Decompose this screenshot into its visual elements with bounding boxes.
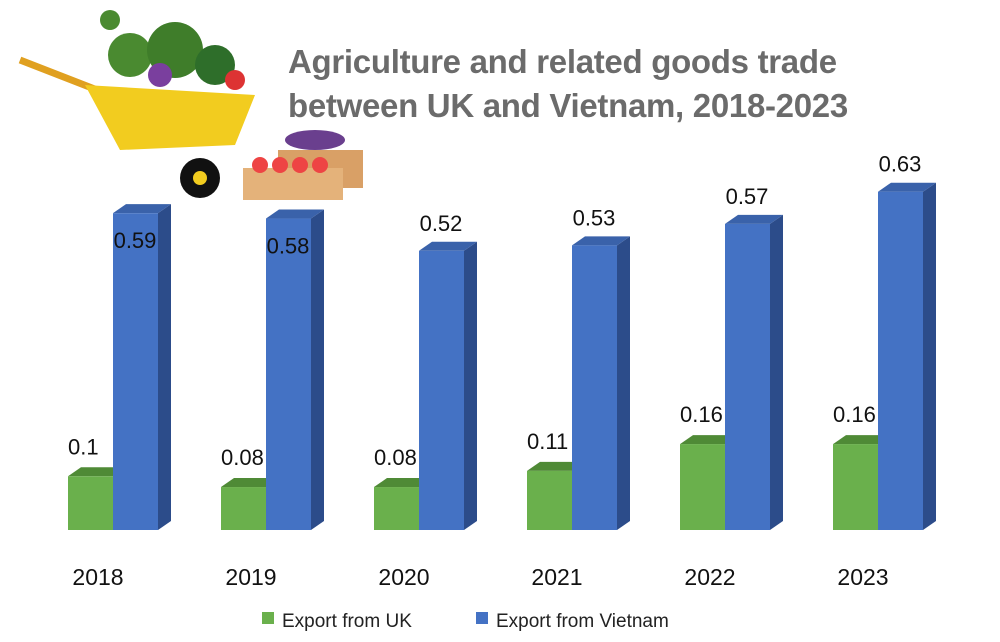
- data-label: 0.53: [573, 205, 616, 230]
- bar-top: [221, 478, 279, 488]
- legend-label-vietnam: Export from Vietnam: [496, 611, 669, 632]
- title-line-1: Agriculture and related goods trade: [288, 43, 837, 80]
- bar-top: [572, 236, 630, 246]
- bar-top: [374, 478, 432, 488]
- bar-top: [419, 241, 477, 251]
- data-label: 0.16: [680, 402, 723, 427]
- bar-uk-2018: [68, 476, 113, 530]
- data-label: 0.58: [267, 234, 310, 259]
- bar-side: [311, 209, 324, 531]
- bar-vietnam-2019: [266, 218, 311, 531]
- data-label: 0.57: [726, 184, 769, 209]
- bar-side: [158, 204, 171, 531]
- data-label: 0.52: [420, 211, 463, 236]
- legend: Export from UK Export from Vietnam: [262, 611, 669, 632]
- x-tick-label: 2021: [531, 564, 582, 590]
- bar-uk-2020: [374, 487, 419, 530]
- bar-top: [266, 209, 324, 219]
- bar-top: [68, 467, 126, 477]
- legend-label-uk: Export from UK: [282, 611, 412, 632]
- bar-top: [878, 182, 936, 192]
- bar-top: [680, 435, 738, 445]
- data-label: 0.11: [527, 429, 568, 454]
- bar-vietnam-2020: [419, 250, 464, 530]
- bar-side: [770, 214, 783, 530]
- wheelbarrow-illustration: [18, 10, 255, 198]
- bar-side: [923, 182, 936, 530]
- x-tick-label: 2023: [837, 564, 888, 590]
- x-tick-label: 2022: [684, 564, 735, 590]
- x-tick-label: 2018: [72, 564, 123, 590]
- bar-top: [527, 461, 585, 471]
- title-line-2: between UK and Vietnam, 2018-2023: [288, 87, 848, 124]
- legend-swatch-uk: [262, 612, 274, 624]
- x-tick-label: 2019: [225, 564, 276, 590]
- x-tick-label: 2020: [378, 564, 429, 590]
- bar-top: [725, 214, 783, 224]
- bar-uk-2021: [527, 470, 572, 530]
- bar-top: [833, 435, 891, 445]
- bar-uk-2019: [221, 487, 266, 530]
- bar-side: [464, 241, 477, 530]
- bar-vietnam-2023: [878, 191, 923, 530]
- chart-title: Agriculture and related goods trade betw…: [288, 40, 848, 128]
- data-label: 0.08: [221, 445, 264, 470]
- legend-swatch-vietnam: [476, 612, 488, 624]
- data-label: 0.59: [114, 228, 157, 253]
- data-label: 0.1: [68, 434, 99, 459]
- bar-uk-2022: [680, 444, 725, 530]
- data-label: 0.63: [879, 152, 922, 177]
- bar-side: [617, 236, 630, 530]
- bar-vietnam-2022: [725, 223, 770, 530]
- bar-vietnam-2018: [113, 213, 158, 531]
- bar-uk-2023: [833, 444, 878, 530]
- bar-vietnam-2021: [572, 245, 617, 530]
- data-label: 0.16: [833, 402, 876, 427]
- bar-top: [113, 204, 171, 214]
- data-label: 0.08: [374, 445, 417, 470]
- crates-illustration: [243, 130, 363, 200]
